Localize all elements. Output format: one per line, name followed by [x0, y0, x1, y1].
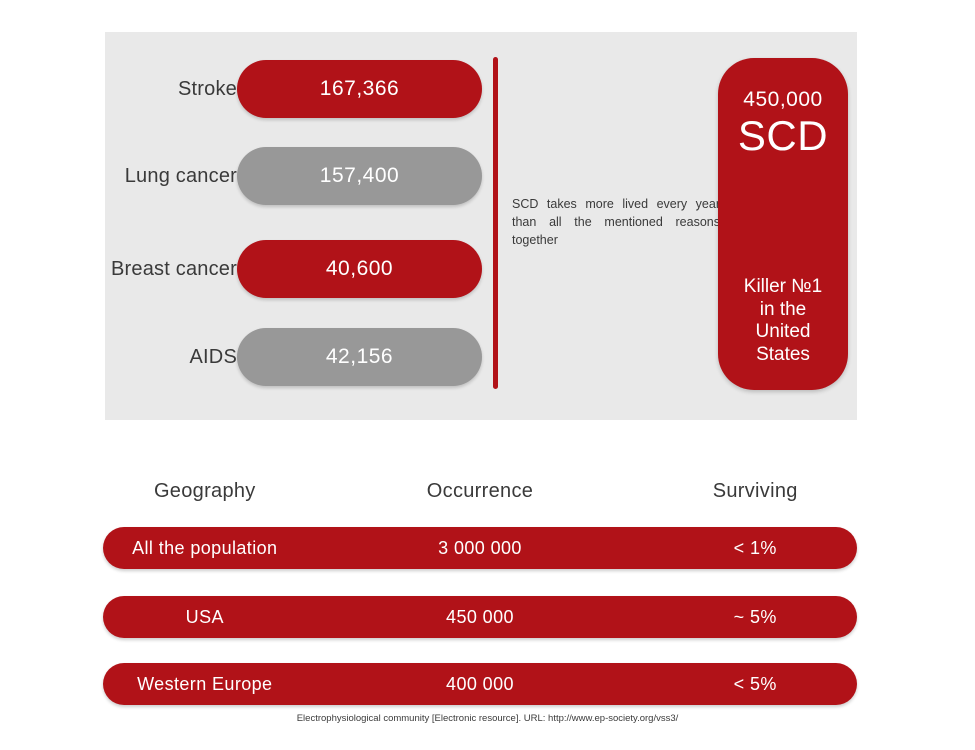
cell-surviving: ~ 5%	[733, 606, 777, 627]
cause-value: 167,366	[319, 77, 400, 100]
cause-value-pill: 42,156	[237, 328, 482, 386]
cause-row-breast-cancer: Breast cancer 40,600	[105, 240, 482, 298]
cause-label: AIDS	[189, 345, 237, 368]
cause-label: Stroke	[177, 77, 237, 100]
table-header-geography: Geography	[153, 480, 256, 502]
scd-caption: Killer №1 in the United States	[743, 276, 823, 365]
cause-value: 42,156	[325, 345, 394, 368]
comparison-panel: Stroke 167,366 Lung cancer 157,400 Breas…	[105, 32, 857, 420]
cell-geography: Western Europe	[137, 673, 273, 694]
scd-count: 450,000	[743, 88, 823, 111]
cause-label: Breast cancer	[111, 257, 237, 280]
cause-label: Lung cancer	[124, 164, 237, 187]
table-row-all-population: All the population 3 000 000 < 1%	[103, 527, 857, 569]
scd-acronym: SCD	[737, 112, 829, 159]
cell-occurrence: 3 000 000	[438, 537, 522, 558]
cell-occurrence: 400 000	[446, 673, 514, 694]
scd-note: SCD takes more lived every year than all…	[512, 197, 720, 248]
cause-row-lung-cancer: Lung cancer 157,400	[105, 147, 482, 205]
citation-text: Electrophysiological community [Electron…	[296, 713, 679, 724]
cell-surviving: < 1%	[733, 537, 777, 558]
cause-row-stroke: Stroke 167,366	[105, 60, 482, 118]
vertical-divider	[493, 57, 498, 389]
cause-value-pill: 157,400	[237, 147, 482, 205]
table-row-usa: USA 450 000 ~ 5%	[103, 596, 857, 638]
cause-value: 157,400	[319, 164, 400, 187]
cause-value: 40,600	[325, 257, 394, 280]
cause-value-pill: 40,600	[237, 240, 482, 298]
scd-highlight-card: 450,000 SCD Killer №1 in the United Stat…	[718, 58, 848, 390]
table-header-occurrence: Occurrence	[426, 480, 534, 502]
cause-value-pill: 167,366	[237, 60, 482, 118]
cell-surviving: < 5%	[733, 673, 777, 694]
cell-geography: USA	[185, 606, 224, 627]
table-header-surviving: Surviving	[712, 480, 798, 502]
table-header-row: Geography Occurrence Surviving	[103, 480, 857, 503]
cell-occurrence: 450 000	[446, 606, 514, 627]
cause-row-aids: AIDS 42,156	[105, 328, 482, 386]
cell-geography: All the population	[132, 537, 278, 558]
table-row-western-europe: Western Europe 400 000 < 5%	[103, 663, 857, 705]
